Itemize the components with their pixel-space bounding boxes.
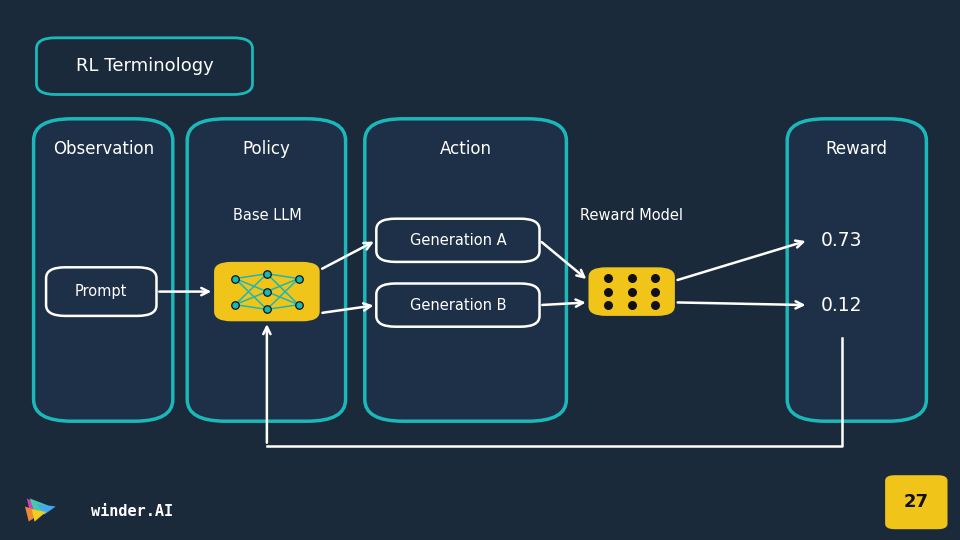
Text: Observation: Observation bbox=[53, 139, 154, 158]
Text: Action: Action bbox=[440, 139, 492, 158]
Point bbox=[259, 305, 275, 314]
FancyBboxPatch shape bbox=[187, 119, 346, 421]
Polygon shape bbox=[36, 504, 56, 515]
Point bbox=[259, 269, 275, 278]
Point bbox=[624, 287, 639, 296]
Text: 0.73: 0.73 bbox=[821, 231, 863, 250]
Text: RL Terminology: RL Terminology bbox=[76, 57, 213, 75]
Point bbox=[647, 274, 662, 283]
FancyBboxPatch shape bbox=[787, 119, 926, 421]
Point bbox=[291, 274, 306, 283]
Polygon shape bbox=[27, 498, 44, 520]
Text: Reward: Reward bbox=[826, 139, 888, 158]
Text: winder.AI: winder.AI bbox=[91, 504, 174, 519]
Point bbox=[647, 300, 662, 309]
FancyBboxPatch shape bbox=[376, 284, 540, 327]
Text: 27: 27 bbox=[903, 493, 929, 511]
Text: Generation B: Generation B bbox=[410, 298, 506, 313]
Point bbox=[291, 300, 306, 309]
Point bbox=[291, 300, 306, 309]
Text: 0.12: 0.12 bbox=[821, 295, 863, 315]
Point bbox=[228, 300, 243, 309]
Point bbox=[228, 300, 243, 309]
FancyBboxPatch shape bbox=[34, 119, 173, 421]
Text: Policy: Policy bbox=[243, 139, 290, 158]
FancyBboxPatch shape bbox=[214, 262, 320, 321]
FancyBboxPatch shape bbox=[365, 119, 566, 421]
Text: Base LLM: Base LLM bbox=[232, 208, 301, 224]
Text: Prompt: Prompt bbox=[75, 284, 128, 299]
Point bbox=[601, 287, 616, 296]
Point bbox=[601, 300, 616, 309]
Point bbox=[259, 305, 275, 314]
FancyBboxPatch shape bbox=[885, 475, 948, 529]
FancyBboxPatch shape bbox=[46, 267, 156, 316]
Point bbox=[228, 274, 243, 283]
Point bbox=[259, 287, 275, 296]
Point bbox=[624, 300, 639, 309]
Polygon shape bbox=[25, 507, 41, 522]
Point bbox=[647, 287, 662, 296]
Text: Generation A: Generation A bbox=[410, 233, 506, 248]
Point bbox=[291, 274, 306, 283]
Polygon shape bbox=[30, 498, 48, 517]
FancyBboxPatch shape bbox=[36, 38, 252, 94]
Point bbox=[259, 269, 275, 278]
Polygon shape bbox=[32, 509, 46, 522]
Text: Reward Model: Reward Model bbox=[580, 208, 684, 224]
FancyBboxPatch shape bbox=[376, 219, 540, 262]
Point bbox=[601, 274, 616, 283]
Point bbox=[259, 287, 275, 296]
Point bbox=[624, 274, 639, 283]
Point bbox=[228, 274, 243, 283]
FancyBboxPatch shape bbox=[588, 267, 675, 316]
